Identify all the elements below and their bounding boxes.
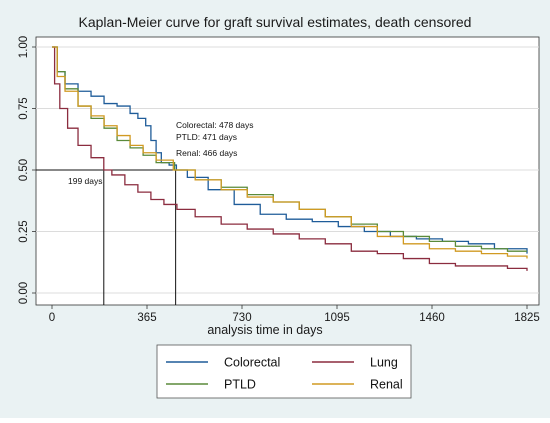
legend-label-ptld: PTLD [224,378,256,392]
x-axis: 0 365 730 1095 1460 1825 [49,305,540,324]
annotation-label: Renal: 466 days [176,148,237,158]
x-tick-label: 1460 [419,312,445,324]
legend-label-lung: Lung [370,356,398,370]
plot-area [35,36,540,306]
chart-title: Kaplan-Meier curve for graft survival es… [79,14,472,30]
legend: Colorectal Lung PTLD Renal [156,344,412,399]
annotation-label: PTLD: 471 days [176,132,237,142]
legend-label-renal: Renal [370,378,403,392]
x-tick-label: 1095 [324,312,350,324]
grid-lines [36,46,539,294]
annotations: Colorectal: 478 days PTLD: 471 days Renal:… [68,120,254,186]
x-tick-label: 730 [232,312,251,324]
x-axis-label: analysis time in days [207,323,322,337]
x-tick-label: 1825 [514,312,540,324]
annotation-label: Colorectal: 478 days [176,120,254,130]
y-tick-label: 1.00 [18,36,30,58]
legend-box [156,344,412,399]
x-tick-label: 365 [137,312,156,324]
y-tick-label: 0.50 [18,159,30,181]
series-line-lung [52,46,528,271]
y-tick-label: 0.75 [18,97,30,119]
y-axis: 0.00 0.25 0.50 0.75 1.00 [18,36,36,304]
legend-label-colorectal: Colorectal [224,356,280,370]
x-tick-label: 0 [49,312,55,324]
series-lines [52,46,528,271]
series-line-renal [52,46,528,259]
annotation-label: 199 days [68,176,103,186]
y-tick-label: 0.00 [18,282,30,304]
y-tick-label: 0.25 [18,220,30,242]
